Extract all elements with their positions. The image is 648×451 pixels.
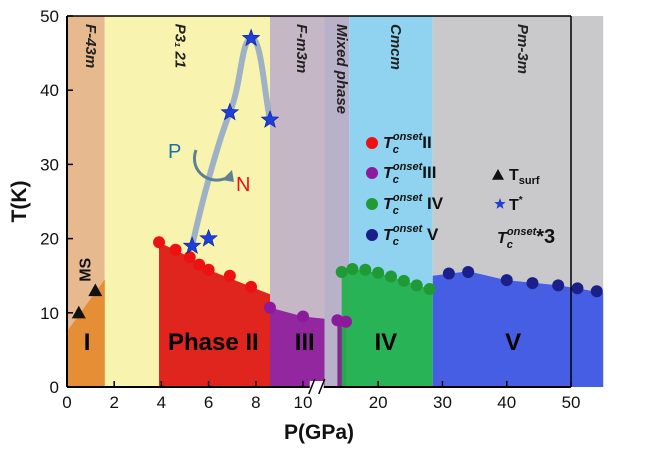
- data-point-iv: [397, 274, 410, 287]
- x-tick-label: 30: [433, 393, 452, 412]
- data-point-ii: [153, 236, 166, 249]
- data-point-tstar: [199, 228, 219, 247]
- data-point-iv: [335, 265, 348, 278]
- shaded-area: [341, 269, 433, 387]
- data-point-tstar: [220, 102, 240, 121]
- region-label: IV: [375, 329, 398, 356]
- region-label: Phase II: [168, 329, 259, 356]
- data-point-tsurf: [88, 283, 103, 297]
- x-tick-label: 50: [562, 393, 581, 412]
- data-points: [71, 28, 603, 328]
- data-point-ii: [202, 263, 215, 276]
- x-tick-label: 0: [62, 393, 71, 412]
- data-point-iv: [410, 279, 423, 292]
- data-point-ii: [193, 258, 206, 271]
- data-point-ii: [169, 243, 182, 256]
- legend-label-scaled: Tconset*3: [497, 226, 555, 251]
- legend-marker: [366, 198, 378, 210]
- legend-marker: [366, 167, 378, 179]
- x-tick-label: 8: [251, 393, 260, 412]
- x-tick-label: 6: [204, 393, 213, 412]
- phase-name: Mixed phase: [333, 24, 350, 114]
- legend-marker: [494, 198, 506, 209]
- data-point-iii: [263, 301, 276, 314]
- data-point-iv: [359, 263, 372, 276]
- data-point-iv: [385, 270, 398, 283]
- legend-marker: [366, 137, 378, 149]
- legend-marker: [366, 229, 378, 241]
- x-tick-label: 4: [157, 393, 166, 412]
- data-point-tstar: [241, 28, 261, 47]
- legend-label: Tsurf: [509, 167, 540, 187]
- data-point-iii: [340, 315, 352, 328]
- phase-name: F-43m: [82, 24, 99, 68]
- x-tick-label: 10: [294, 393, 313, 412]
- axes: 0 10 20 30 40 50 0 2 4 6 8 10 20 30 40 50 P(GPa) T(K): [8, 7, 581, 444]
- data-point-v: [590, 285, 603, 298]
- phase-name: Cmcm: [387, 24, 404, 70]
- x-axis-title: P(GPa): [284, 421, 354, 444]
- phase-name: F-m3m: [293, 24, 310, 73]
- axis-break-mark: [308, 378, 316, 395]
- data-point-v: [500, 274, 513, 287]
- legend-marker: [492, 169, 504, 180]
- legend: TconsetII TconsetIII Tconset IV Tconset V Ts…: [366, 131, 555, 251]
- y-tick-label: 50: [40, 7, 59, 26]
- phase-name: Pm-3m: [514, 24, 531, 74]
- data-point-v: [526, 277, 539, 290]
- legend-label: TconsetIII: [383, 161, 436, 186]
- x-tick-label: 40: [497, 393, 516, 412]
- region-labels: I F-43m Phase II P3₁ 21 III F-m3m Mixed phase I…: [82, 24, 531, 356]
- y-tick-label: 30: [40, 155, 59, 174]
- y-tick-label: 40: [40, 81, 59, 100]
- annotations: MS P N: [78, 141, 251, 282]
- legend-label: TconsetII: [383, 131, 432, 156]
- legend-label: T*: [509, 195, 523, 214]
- region-label: I: [84, 329, 91, 356]
- x-tick-label: 2: [109, 393, 118, 412]
- shaded-area: [432, 271, 604, 387]
- y-tick-label: 0: [50, 378, 59, 397]
- y-tick-label: 10: [40, 304, 59, 323]
- axis-break-mark: [318, 378, 326, 395]
- legend-label: Tconset IV: [383, 192, 444, 217]
- data-point-tstar: [182, 236, 202, 254]
- annotation-ms: MS: [78, 257, 95, 281]
- data-point-iv: [346, 263, 359, 276]
- data-point-iv: [423, 283, 436, 296]
- data-point-ii: [183, 251, 196, 264]
- data-point-ii: [223, 269, 236, 282]
- shaded-area: [270, 307, 325, 387]
- data-point-v: [462, 265, 475, 278]
- y-axis-title: T(K): [8, 181, 31, 223]
- legend-label: Tconset V: [383, 223, 439, 248]
- y-tick-label: 20: [40, 230, 59, 249]
- region-label: III: [295, 329, 315, 356]
- data-point-iii: [297, 310, 309, 323]
- data-point-iv: [372, 266, 385, 279]
- shaded-area: [159, 242, 270, 387]
- region-label: V: [505, 329, 521, 356]
- shaded-area: [67, 279, 105, 387]
- tstar-curve-layer: [189, 35, 273, 250]
- data-point-tstar: [260, 110, 280, 128]
- arrow-head-icon: [222, 170, 234, 182]
- annotation-p: P: [168, 141, 181, 163]
- data-point-ii: [245, 280, 258, 293]
- data-point-v: [552, 279, 565, 292]
- tstar-guide-line: [189, 35, 273, 250]
- shaded-areas: [67, 242, 604, 387]
- annotation-n: N: [236, 174, 250, 196]
- x-tick-label: 20: [369, 393, 388, 412]
- data-point-v: [442, 267, 455, 280]
- phase-name: P3₁ 21: [171, 24, 188, 68]
- data-point-v: [571, 282, 584, 295]
- data-point-tsurf: [71, 305, 86, 319]
